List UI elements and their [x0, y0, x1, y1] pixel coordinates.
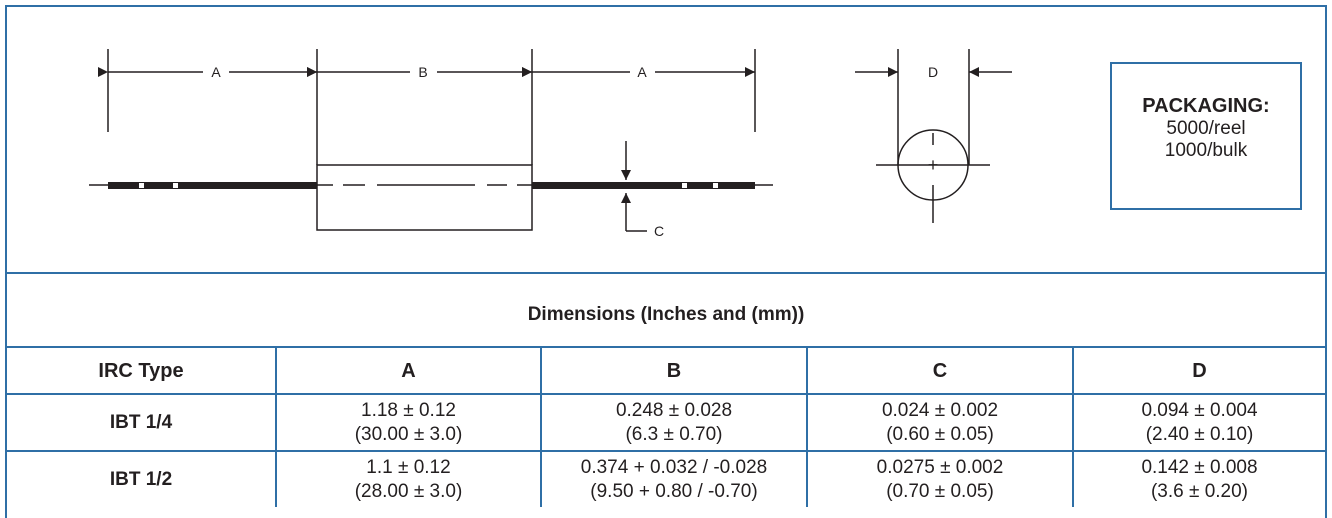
cell-mm: (9.50 + 0.80 / -0.70) [590, 480, 758, 502]
cell-inch: 0.094 ± 0.004 [1141, 399, 1258, 421]
cell-a: 1.1 ± 0.12 (28.00 ± 3.0) [275, 452, 540, 507]
cell-mm: (6.3 ± 0.70) [625, 423, 723, 445]
cell-mm: (30.00 ± 3.0) [354, 423, 463, 445]
table-row: IBT 1/4 1.18 ± 0.12 (30.00 ± 3.0) 0.248 … [7, 393, 1325, 450]
resistor-body [316, 164, 533, 231]
cell-mm: (0.70 ± 0.05) [886, 480, 994, 502]
label-a-right: A [637, 64, 647, 80]
cell-mm: (3.6 ± 0.20) [1150, 480, 1249, 502]
cell-inch: 0.142 ± 0.008 [1141, 456, 1258, 478]
row-type: IBT 1/4 [109, 411, 173, 433]
cell-inch: 0.374 + 0.032 / -0.028 [580, 456, 768, 478]
cell-inch: 0.0275 ± 0.002 [876, 456, 1004, 478]
cell-mm: (28.00 ± 3.0) [354, 480, 463, 502]
cell-mm: (0.60 ± 0.05) [886, 423, 994, 445]
header-irc-type: IRC Type [98, 359, 184, 382]
dimension-diagram: A B A C D + [89, 49, 1012, 239]
table-caption: Dimensions (Inches and (mm)) [527, 304, 805, 325]
cell-inch: 0.024 ± 0.002 [881, 399, 999, 421]
lead-marking [713, 183, 718, 188]
cell-c: 0.0275 ± 0.002 (0.70 ± 0.05) [806, 452, 1072, 507]
cell-d: 0.094 ± 0.004 (2.40 ± 0.10) [1072, 395, 1325, 450]
table-caption-row: Dimensions (Inches and (mm)) [7, 272, 1325, 346]
cell-d: 0.142 ± 0.008 (3.6 ± 0.20) [1072, 452, 1325, 507]
lead-marking [682, 183, 687, 188]
packaging-reel: 5000/reel [1166, 118, 1246, 139]
dimensions-table: Dimensions (Inches and (mm)) IRC Type A … [7, 272, 1325, 507]
header-b: B [540, 348, 806, 393]
label-d: D [928, 64, 938, 80]
packaging-box: PACKAGING: 5000/reel 1000/bulk [1110, 62, 1302, 210]
cell-b: 0.248 ± 0.028 (6.3 ± 0.70) [540, 395, 806, 450]
label-b: B [418, 64, 427, 80]
cell-inch: 1.18 ± 0.12 [361, 399, 456, 421]
table-header-row: IRC Type A B C D [7, 346, 1325, 393]
row-type: IBT 1/2 [109, 468, 173, 490]
cell-a: 1.18 ± 0.12 (30.00 ± 3.0) [275, 395, 540, 450]
center-plus: + [928, 155, 939, 175]
table-row: IBT 1/2 1.1 ± 0.12 (28.00 ± 3.0) 0.374 +… [7, 450, 1325, 507]
cell-c: 0.024 ± 0.002 (0.60 ± 0.05) [806, 395, 1072, 450]
cell-inch: 0.248 ± 0.028 [615, 399, 733, 421]
header-d: D [1072, 348, 1325, 393]
packaging-heading: PACKAGING: [1142, 95, 1270, 117]
cell-mm: (2.40 ± 0.10) [1145, 423, 1254, 445]
header-c: C [806, 348, 1072, 393]
lead-marking [173, 183, 178, 188]
label-a-left: A [211, 64, 221, 80]
label-c: C [654, 223, 664, 239]
datasheet-frame: A B A C D + PACKAGING: 5000/reel 1000/bu… [5, 5, 1327, 518]
packaging-bulk: 1000/bulk [1164, 140, 1248, 161]
lead-marking [139, 183, 144, 188]
resistor-dimension-drawing: A B A C D + PACKAGING: 5000/reel 1000/bu… [7, 7, 1325, 272]
header-a: A [275, 348, 540, 393]
cell-b: 0.374 + 0.032 / -0.028 (9.50 + 0.80 / -0… [540, 452, 806, 507]
lead-left [108, 182, 317, 189]
lead-right [532, 182, 755, 189]
cell-inch: 1.1 ± 0.12 [366, 456, 451, 478]
